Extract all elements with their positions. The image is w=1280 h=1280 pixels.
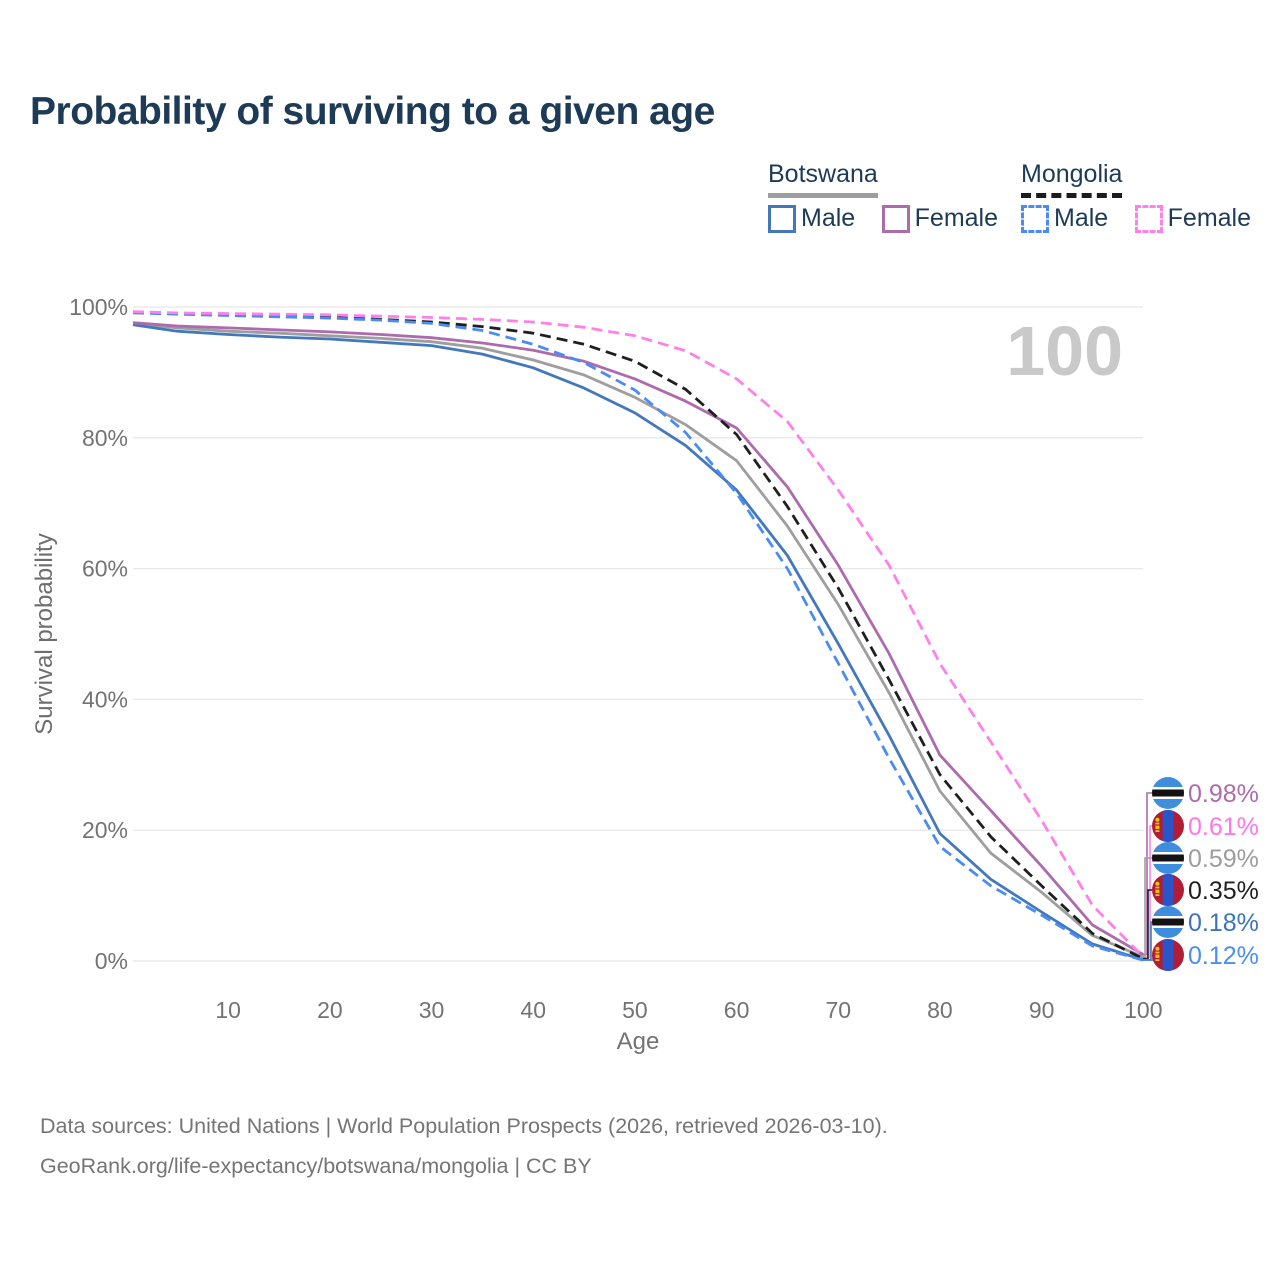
legend-header-botswana[interactable]: Botswana [768, 160, 878, 198]
end-label-mongolia_female: 0.61% [1152, 810, 1259, 842]
end-label-botswana_female: 0.98% [1152, 777, 1259, 809]
x-tick-label: 100 [1124, 997, 1162, 1023]
end-label-botswana_total: 0.59% [1152, 842, 1259, 874]
x-tick-label: 80 [927, 997, 953, 1023]
end-label-value-mongolia_total: 0.35% [1188, 877, 1259, 905]
mongolia-flag-icon [1152, 939, 1184, 971]
y-tick-label: 20% [82, 817, 128, 843]
legend-group-mongolia: Mongolia Male Female [1021, 160, 1251, 233]
x-tick-label: 20 [317, 997, 343, 1023]
end-label-value-botswana_total: 0.59% [1188, 845, 1259, 873]
x-tick-label: 70 [825, 997, 851, 1023]
y-tick-label: 60% [82, 556, 128, 582]
series-line-botswana_total [132, 322, 1144, 959]
y-tick-label: 80% [82, 425, 128, 451]
end-label-value-mongolia_male: 0.12% [1188, 942, 1259, 970]
x-tick-label: 60 [724, 997, 750, 1023]
footer: Data sources: United Nations | World Pop… [40, 1106, 888, 1186]
end-label-mongolia_total: 0.35% [1152, 874, 1259, 906]
end-label-value-mongolia_female: 0.61% [1188, 813, 1259, 841]
mongolia-flag-icon [1152, 874, 1184, 906]
series-line-mongolia_male [132, 311, 1144, 962]
mongolia-female-swatch-icon [1134, 204, 1163, 233]
series-line-mongolia_total [132, 310, 1144, 960]
legend-item-label: Male [1054, 204, 1109, 232]
x-tick-label: 50 [622, 997, 648, 1023]
page-title: Probability of surviving to a given age [30, 90, 715, 133]
legend-item-botswana-male[interactable]: Male [768, 204, 855, 233]
end-label-mongolia_male: 0.12% [1152, 939, 1259, 971]
legend-item-mongolia-female[interactable]: Female [1134, 204, 1252, 233]
botswana-flag-icon [1152, 842, 1184, 874]
y-tick-label: 40% [82, 686, 128, 712]
y-tick-label: 100% [69, 294, 128, 320]
botswana-female-swatch-icon [881, 204, 910, 233]
x-tick-label: 90 [1029, 997, 1055, 1023]
botswana-flag-icon [1152, 777, 1184, 809]
source-url: GeoRank.org/life-expectancy/botswana/mon… [40, 1154, 592, 1178]
y-axis-title: Survival probability [31, 533, 58, 734]
series-line-botswana_male [132, 323, 1144, 962]
end-label-value-botswana_female: 0.98% [1188, 780, 1259, 808]
end-label-connector-mongolia_female [1143, 825, 1152, 958]
x-tick-label: 30 [419, 997, 445, 1023]
legend-header-mongolia[interactable]: Mongolia [1021, 160, 1123, 198]
series-line-mongolia_female [132, 310, 1145, 958]
legend-item-label: Male [801, 204, 856, 232]
mongolia-flag-icon [1152, 810, 1184, 842]
series-lines [132, 310, 1145, 962]
legend-item-label: Female [1167, 204, 1252, 232]
end-value-labels: 0.98% 0.61% 0.59% 0.35% 0.18% 0.12% [1143, 777, 1259, 971]
x-tick-label: 40 [520, 997, 546, 1023]
end-label-connector-mongolia_total [1143, 889, 1152, 960]
end-label-value-botswana_male: 0.18% [1188, 909, 1259, 937]
legend-item-mongolia-male[interactable]: Male [1021, 204, 1108, 233]
botswana-male-swatch-icon [768, 204, 796, 233]
y-tick-label: 0% [95, 948, 128, 974]
x-tick-label: 10 [215, 997, 241, 1023]
legend: Botswana Male Female Mongolia Male [0, 0, 1280, 250]
gridlines [133, 306, 1143, 962]
mongolia-male-swatch-icon [1021, 204, 1049, 233]
legend-group-botswana: Botswana Male Female [768, 160, 998, 233]
age-watermark: 100 [1006, 312, 1123, 390]
axis-labels: 100% 80% 60% 40% 20% 0% 10 20 30 40 50 60 70 80 90 100 A… [31, 294, 1162, 1055]
end-label-connector-botswana_total [1143, 857, 1152, 958]
series-line-botswana_female [132, 321, 1145, 956]
legend-item-botswana-female[interactable]: Female [881, 204, 999, 233]
x-axis-title: Age [617, 1028, 660, 1055]
end-label-botswana_male: 0.18% [1152, 906, 1259, 938]
botswana-flag-icon [1152, 906, 1184, 938]
legend-item-label: Female [914, 204, 999, 232]
data-sources-note: Data sources: United Nations | World Pop… [40, 1114, 888, 1138]
